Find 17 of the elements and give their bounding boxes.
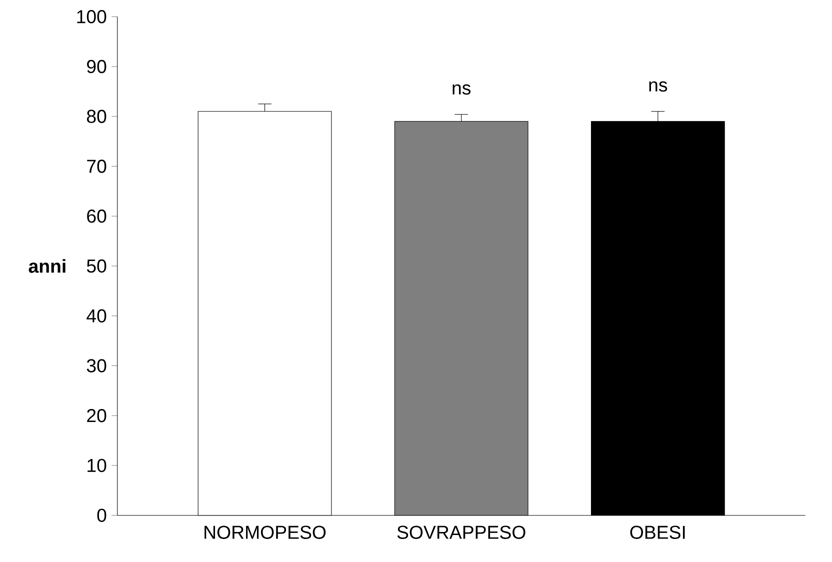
y-tick-label: 60: [87, 210, 106, 223]
y-tick-label: 90: [87, 60, 106, 74]
y-tick-label: 10: [88, 458, 106, 472]
x-tick-label: SOVRAPPESO: [397, 526, 526, 539]
y-tick-label: 80: [86, 110, 106, 124]
y-tick-label: 30: [86, 359, 106, 372]
y-tick-label: 100: [77, 10, 106, 24]
y-axis-title: anni: [28, 259, 66, 273]
y-tick-label: 70: [87, 160, 106, 173]
annotation: ns: [649, 81, 668, 92]
x-tick-label: OBESI: [630, 526, 685, 539]
y-tick-label: 40: [86, 309, 106, 322]
annotation: ns: [452, 84, 471, 95]
y-tick-label: 20: [87, 408, 106, 422]
y-tick-label: 50: [86, 259, 106, 273]
y-tick-label: 0: [97, 508, 106, 522]
x-tick-label: NORMOPESO: [204, 526, 326, 539]
